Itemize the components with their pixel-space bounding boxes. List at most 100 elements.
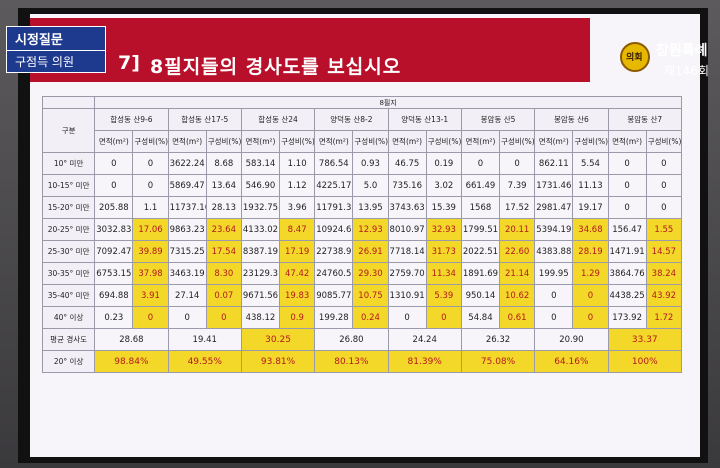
area-subheader: 면적(m²) [534, 130, 574, 153]
table-cell: 3032.83 [94, 218, 134, 241]
over20-value: 75.08% [460, 350, 536, 373]
table-cell: 19.17 [572, 196, 609, 219]
over20-value: 64.16% [534, 350, 609, 373]
ratio-subheader: 구성비(%) [352, 130, 389, 153]
table-cell: 786.54 [314, 152, 354, 175]
table-cell: 199.95 [534, 262, 574, 285]
table-row: 25-30° 미만 7092.47 39.89 7315.25 17.54 8387.19… [41, 240, 683, 263]
table-cell: 9671.56 [240, 284, 281, 307]
table-cell: 17.19 [279, 240, 316, 263]
row-label: 10° 미만 [41, 152, 96, 175]
table-cell: 1799.51 [460, 218, 501, 241]
table-cell: 43.92 [645, 284, 683, 307]
parcel-header: 양덕동 산8-2 [314, 108, 389, 131]
slide-title: 8필지들의 경사도를 보십시오 [150, 56, 402, 78]
row-label: 35-40° 미만 [41, 284, 96, 307]
table-cell: 438.12 [240, 306, 281, 329]
table-cell: 156.47 [607, 218, 647, 241]
table-cell: 0 [607, 196, 647, 219]
table-row: 10° 미만 0 0 3622.24 8.68 583.14 1.10 786.54 0.93 4… [41, 152, 683, 175]
table-cell: 0 [607, 174, 647, 197]
table-cell: 0.24 [352, 306, 389, 329]
caption-speaker: 구점득 의원 [6, 51, 106, 73]
parcel-header: 합성동 산9-6 [94, 108, 169, 131]
table-cell: 11.13 [572, 174, 609, 197]
avg-slope-value: 19.41 [167, 328, 242, 351]
table-cell: 6753.15 [94, 262, 134, 285]
table-cell: 34.68 [572, 218, 609, 241]
parcel-header: 합성동 산24 [240, 108, 316, 131]
table-cell: 5869.47 [167, 174, 207, 197]
table-cell: 0 [205, 306, 242, 329]
table-cell: 1.55 [645, 218, 683, 241]
area-subheader: 면적(m²) [387, 130, 427, 153]
table-cell: 735.16 [387, 174, 427, 197]
council-logo: 의회 창원특례 제146회 [620, 40, 720, 90]
table-cell: 0.23 [94, 306, 134, 329]
table-cell: 13.95 [352, 196, 389, 219]
table-cell: 583.14 [240, 152, 281, 175]
city-name: 창원특례 [656, 43, 708, 59]
area-subheader: 면적(m²) [460, 130, 501, 153]
table-cell: 0 [132, 306, 169, 329]
table-cell: 5.39 [425, 284, 462, 307]
table-cell: 0 [167, 306, 207, 329]
over20-value: 49.55% [167, 350, 242, 373]
table-cell: 22738.98 [314, 240, 354, 263]
council-seal-icon: 의회 [620, 42, 650, 72]
table-cell: 4438.25 [607, 284, 647, 307]
table-cell: 8.30 [205, 262, 242, 285]
table-cell: 19.83 [279, 284, 316, 307]
table-cell: 3743.63 [387, 196, 427, 219]
table-row: 15-20° 미만 205.88 1.1 11737.16 28.13 1932.75 3.… [41, 196, 683, 219]
avg-slope-value: 24.24 [387, 328, 462, 351]
parcel-header: 합성동 산17-5 [167, 108, 242, 131]
row-label: 30-35° 미만 [41, 262, 96, 285]
table-cell: 694.88 [94, 284, 134, 307]
table-cell: 1310.91 [387, 284, 427, 307]
table-cell: 173.92 [607, 306, 647, 329]
avg-slope-value: 20.90 [534, 328, 609, 351]
parcel-header: 봉암동 산5 [460, 108, 536, 131]
table-cell: 17.06 [132, 218, 169, 241]
table-cell: 27.14 [167, 284, 207, 307]
table-cell: 0.93 [352, 152, 389, 175]
over20-value: 98.84% [94, 350, 169, 373]
group-header: 8필지 [94, 96, 682, 109]
table-cell: 11791.30 [314, 196, 354, 219]
table-cell: 10924.65 [314, 218, 354, 241]
table-cell: 3.02 [425, 174, 462, 197]
ratio-subheader: 구성비(%) [205, 130, 242, 153]
table-cell: 31.73 [425, 240, 462, 263]
table-cell: 9085.77 [314, 284, 354, 307]
table-cell: 0.61 [499, 306, 536, 329]
table-cell: 3864.76 [607, 262, 647, 285]
table-cell: 3622.24 [167, 152, 207, 175]
table-cell: 23.64 [205, 218, 242, 241]
parcel-header: 봉암동 산7 [607, 108, 683, 131]
over20-value: 93.81% [240, 350, 316, 373]
table-cell: 0 [534, 306, 574, 329]
parcel-header: 봉암동 산6 [534, 108, 609, 131]
table-cell: 9863.23 [167, 218, 207, 241]
table-cell: 10.62 [499, 284, 536, 307]
table-cell: 17.52 [499, 196, 536, 219]
table-cell: 1.1 [132, 196, 169, 219]
avg-slope-value: 30.25 [240, 328, 316, 351]
table-cell: 0 [607, 152, 647, 175]
table-cell: 2981.47 [534, 196, 574, 219]
table-cell: 54.84 [460, 306, 501, 329]
table-row: 10-15° 미만 0 0 5869.47 13.64 546.90 1.12 4225.17… [41, 174, 683, 197]
table-cell: 2022.51 [460, 240, 501, 263]
table-cell: 0 [94, 152, 134, 175]
table-cell: 8.47 [279, 218, 316, 241]
table-row: 35-40° 미만 694.88 3.91 27.14 0.07 9671.56 19.83… [41, 284, 683, 307]
table-cell: 2759.70 [387, 262, 427, 285]
table-cell: 20.11 [499, 218, 536, 241]
presentation-slide: 7] 8필지들의 경사도를 보십시오 8필지 구분 합성동 산9-6 합성동 산17-… [30, 14, 700, 457]
table-cell: 199.28 [314, 306, 354, 329]
area-subheader: 면적(m²) [314, 130, 354, 153]
table-cell: 1731.46 [534, 174, 574, 197]
table-cell: 1471.91 [607, 240, 647, 263]
table-cell: 7092.47 [94, 240, 134, 263]
